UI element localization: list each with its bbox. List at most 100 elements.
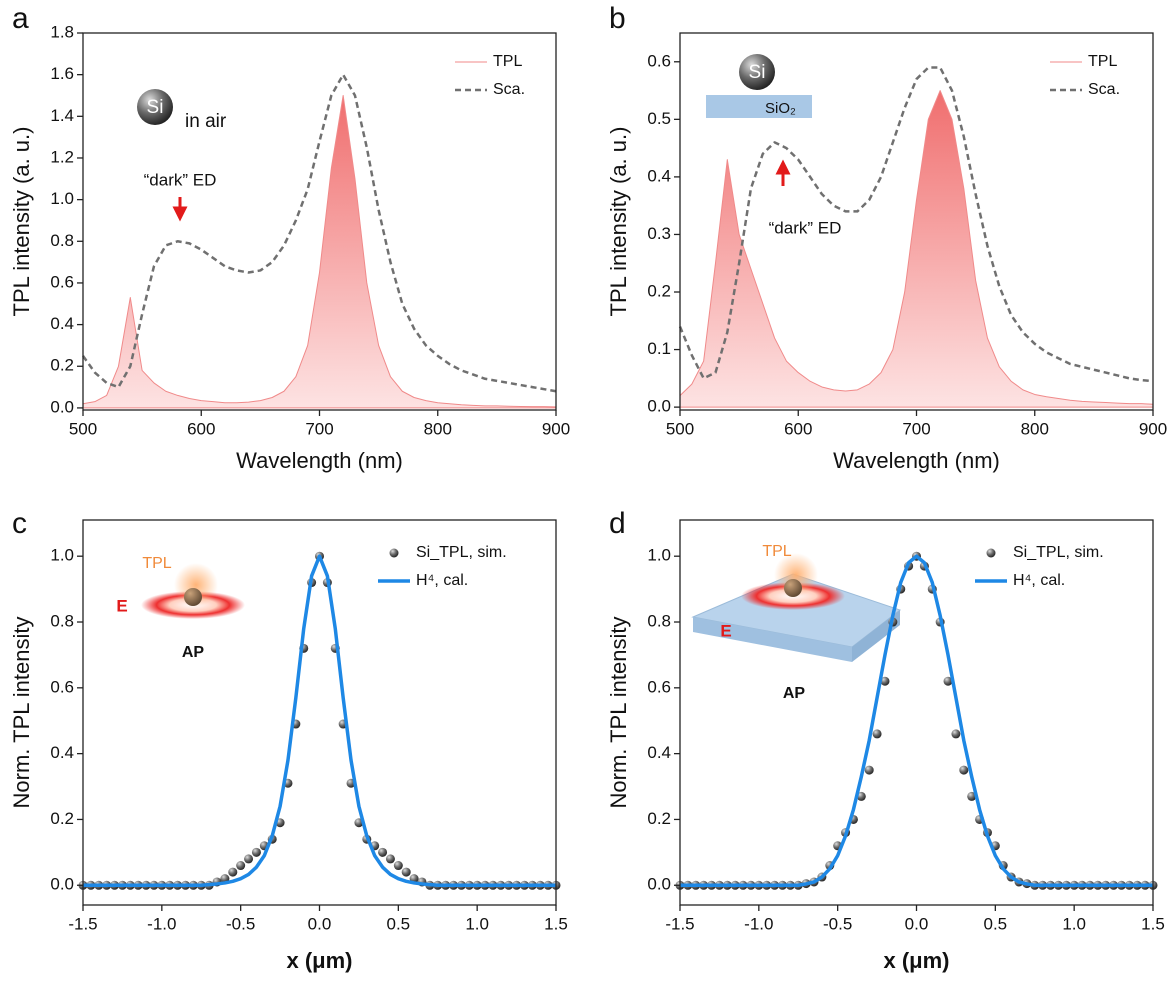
x-tick-label: -1.5 (68, 914, 97, 933)
y-tick-label: 1.0 (50, 189, 74, 208)
y-tick-label: 0.2 (50, 356, 74, 375)
data-point (251, 847, 261, 857)
legend-label: H⁴, cal. (1013, 572, 1065, 589)
x-axis-label: x (μm) (883, 948, 949, 973)
si-sphere (184, 588, 202, 606)
data-point (856, 791, 866, 801)
y-tick-label: 0.2 (647, 281, 671, 300)
y-tick-label: 0.8 (50, 231, 74, 250)
data-point (401, 867, 411, 877)
x-tick-label: -1.5 (665, 914, 694, 933)
y-tick-label: 1.6 (50, 64, 74, 83)
annotation: “dark” ED (144, 170, 217, 189)
x-tick-label: 900 (542, 419, 570, 438)
inset-label: AP (783, 685, 806, 702)
x-tick-label: -0.5 (226, 914, 255, 933)
data-point (236, 861, 246, 871)
y-tick-label: 0.4 (50, 314, 74, 333)
y-tick-label: 0.0 (647, 875, 671, 894)
x-tick-label: -1.0 (744, 914, 773, 933)
inset-label: AP (182, 644, 205, 661)
si-sphere (137, 89, 173, 125)
annotation: in air (185, 111, 227, 132)
y-tick-label: 1.8 (50, 22, 74, 41)
data-point (393, 861, 403, 871)
legend-label: TPL (493, 53, 522, 70)
legend-label: TPL (1088, 53, 1117, 70)
x-tick-label: -1.0 (147, 914, 176, 933)
area (82, 94, 557, 409)
y-tick-label: 0.8 (50, 611, 74, 630)
legend-label: Sca. (493, 81, 525, 98)
data-point (872, 729, 882, 739)
data-point (378, 847, 388, 857)
x-tick-label: 500 (69, 419, 97, 438)
legend-label: H⁴, cal. (416, 572, 468, 589)
si-sphere (784, 579, 802, 597)
y-axis-label: Norm. TPL intensity (9, 617, 34, 809)
y-tick-label: 0.6 (647, 677, 671, 696)
y-tick-label: 0.4 (647, 743, 671, 762)
annotation: SiO₂ (765, 100, 796, 117)
x-tick-label: 600 (187, 419, 215, 438)
x-tick-label: -0.5 (823, 914, 852, 933)
x-axis-label: x (μm) (286, 948, 352, 973)
y-tick-label: 0.2 (50, 809, 74, 828)
x-tick-label: 1.0 (1062, 914, 1086, 933)
panel-label: d (609, 507, 626, 540)
legend-label: Si_TPL, sim. (1013, 544, 1104, 561)
slab-side (852, 610, 900, 662)
slab-front (693, 617, 852, 662)
y-axis-label: Norm. TPL intensity (606, 617, 631, 809)
x-tick-label: 600 (784, 419, 812, 438)
x-tick-label: 0.0 (905, 914, 929, 933)
y-tick-label: 1.4 (50, 106, 74, 125)
panel-label: b (609, 2, 626, 35)
x-tick-label: 1.5 (544, 914, 568, 933)
area (679, 90, 1154, 408)
data-point (951, 729, 961, 739)
x-tick-label: 700 (902, 419, 930, 438)
x-tick-label: 500 (666, 419, 694, 438)
y-tick-label: 0.5 (647, 109, 671, 128)
y-tick-label: 0.0 (647, 397, 671, 416)
y-tick-label: 0.3 (647, 224, 671, 243)
y-tick-label: 0.6 (50, 677, 74, 696)
x-tick-label: 0.5 (984, 914, 1008, 933)
legend-marker (986, 548, 996, 558)
inset-label: TPL (762, 543, 791, 560)
y-tick-label: 0.2 (647, 809, 671, 828)
y-tick-label: 0.0 (50, 875, 74, 894)
data-point (244, 854, 254, 864)
inset-label: E (116, 596, 127, 615)
plot-frame (679, 519, 1154, 906)
data-point (943, 676, 953, 686)
x-axis-label: Wavelength (nm) (236, 448, 403, 473)
x-tick-label: 800 (424, 419, 452, 438)
sio2-slab (706, 95, 812, 118)
y-tick-label: 0.4 (50, 743, 74, 762)
y-tick-label: 1.0 (647, 546, 671, 565)
panel-label: a (12, 2, 29, 35)
data-point (959, 765, 969, 775)
panel-label: c (12, 507, 27, 540)
line (81, 73, 557, 393)
y-tick-label: 0.1 (647, 339, 671, 358)
x-axis-label: Wavelength (nm) (833, 448, 1000, 473)
y-axis-label: TPL intensity (a. u.) (9, 127, 34, 317)
sphere-label: Si (749, 62, 766, 83)
data-point (967, 791, 977, 801)
data-point (385, 854, 395, 864)
y-tick-label: 0.6 (50, 272, 74, 291)
inset-label: TPL (142, 555, 171, 572)
x-tick-label: 700 (305, 419, 333, 438)
data-point (880, 676, 890, 686)
y-axis-label: TPL intensity (a. u.) (606, 127, 631, 317)
y-tick-label: 0.6 (647, 51, 671, 70)
y-tick-label: 0.8 (647, 611, 671, 630)
annotation: “dark” ED (769, 218, 842, 237)
line (83, 554, 556, 888)
si-sphere (739, 54, 775, 90)
x-tick-label: 1.0 (465, 914, 489, 933)
